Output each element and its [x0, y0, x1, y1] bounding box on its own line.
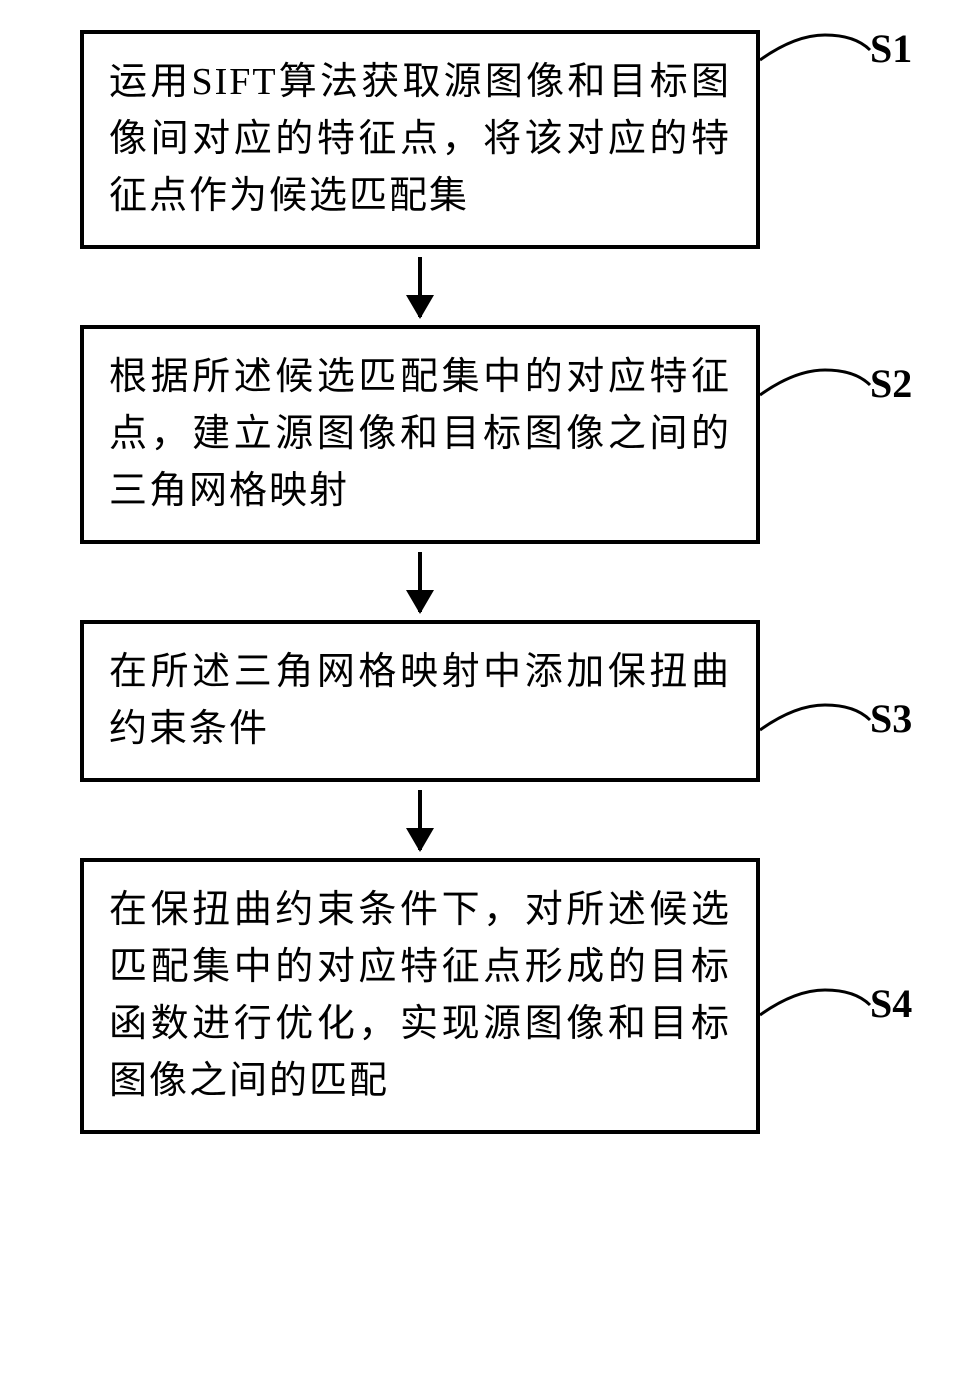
label-text-s4: S4 — [870, 981, 912, 1026]
step-text-s1: 运用SIFT算法获取源图像和目标图像间对应的特征点，将该对应的特征点作为候选匹配… — [109, 61, 731, 217]
step-label-s1: S1 — [870, 25, 912, 72]
arrow-3-4 — [80, 782, 760, 858]
label-text-s1: S1 — [870, 26, 912, 71]
connector-s1 — [755, 30, 875, 100]
arrow-icon — [418, 257, 422, 317]
step-box-s3: 在所述三角网格映射中添加保扭曲约束条件 — [80, 620, 760, 782]
step-label-s2: S2 — [870, 360, 912, 407]
arrow-2-3 — [80, 544, 760, 620]
connector-s4 — [755, 985, 875, 1055]
flowchart-container: 运用SIFT算法获取源图像和目标图像间对应的特征点，将该对应的特征点作为候选匹配… — [80, 30, 880, 1134]
connector-s2 — [755, 365, 875, 435]
step-box-s2: 根据所述候选匹配集中的对应特征点，建立源图像和目标图像之间的三角网格映射 — [80, 325, 760, 544]
step-text-s4: 在保扭曲约束条件下，对所述候选匹配集中的对应特征点形成的目标函数进行优化，实现源… — [109, 889, 731, 1102]
step-label-s3: S3 — [870, 695, 912, 742]
step-label-s4: S4 — [870, 980, 912, 1027]
arrow-icon — [418, 790, 422, 850]
step-text-s3: 在所述三角网格映射中添加保扭曲约束条件 — [109, 651, 731, 750]
step-text-s2: 根据所述候选匹配集中的对应特征点，建立源图像和目标图像之间的三角网格映射 — [109, 356, 731, 512]
connector-s3 — [755, 700, 875, 770]
label-text-s2: S2 — [870, 361, 912, 406]
arrow-icon — [418, 552, 422, 612]
step-box-s1: 运用SIFT算法获取源图像和目标图像间对应的特征点，将该对应的特征点作为候选匹配… — [80, 30, 760, 249]
arrow-1-2 — [80, 249, 760, 325]
label-text-s3: S3 — [870, 696, 912, 741]
step-box-s4: 在保扭曲约束条件下，对所述候选匹配集中的对应特征点形成的目标函数进行优化，实现源… — [80, 858, 760, 1134]
